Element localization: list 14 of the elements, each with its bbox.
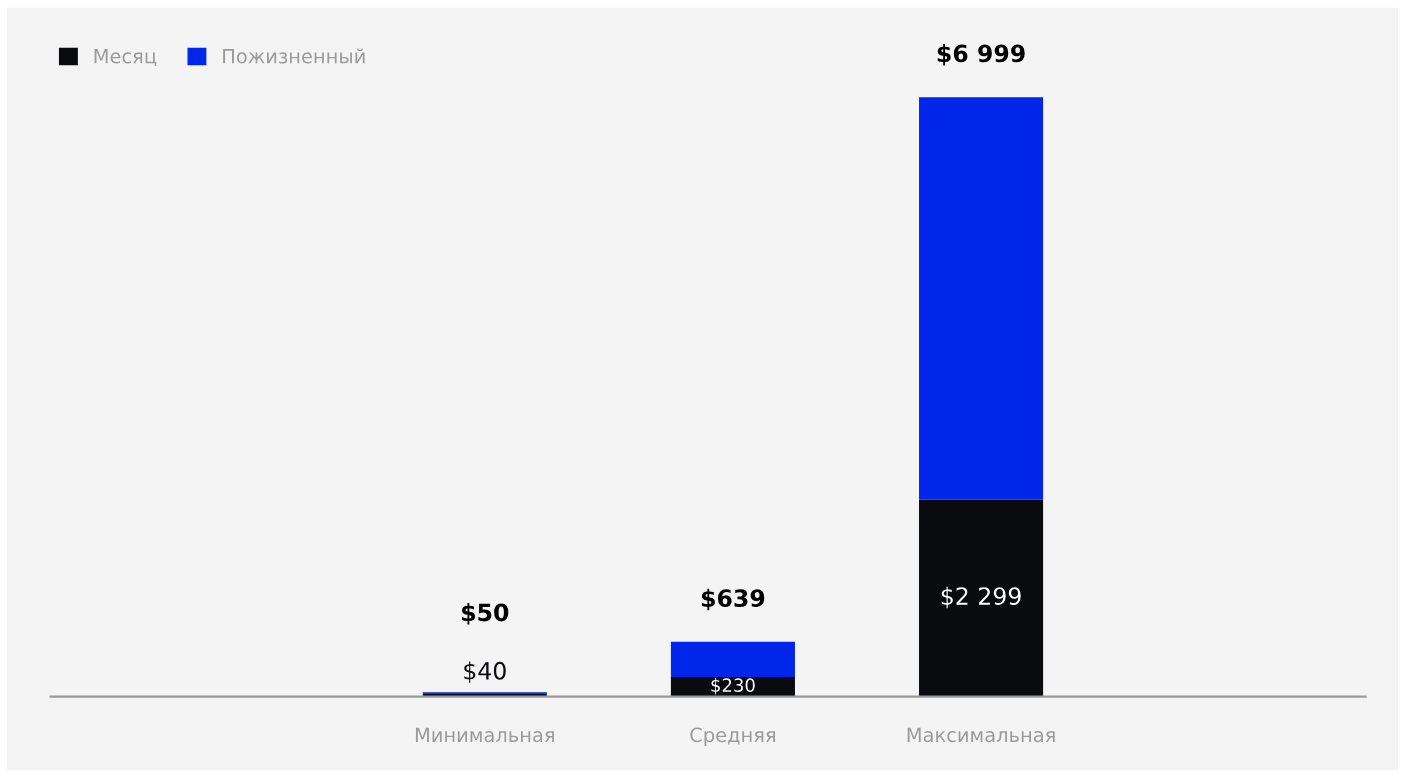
- bar: [670, 641, 795, 677]
- data-label: $40: [464, 661, 506, 683]
- total-label: $639: [701, 588, 765, 611]
- bar: [919, 499, 1044, 697]
- legend-label: Пожизненный: [223, 48, 365, 64]
- data-label: $2 299: [941, 586, 1021, 609]
- data-label: $230: [711, 678, 755, 695]
- total-label: $6 999: [937, 44, 1025, 66]
- bar: [919, 97, 1044, 500]
- x-tick-label: Средняя: [690, 727, 775, 746]
- x-tick-label: Минимальная: [415, 727, 554, 743]
- legend-label: Месяц: [94, 49, 157, 66]
- x-tick-label: Максимальная: [907, 727, 1055, 743]
- total-label: $50: [462, 603, 509, 625]
